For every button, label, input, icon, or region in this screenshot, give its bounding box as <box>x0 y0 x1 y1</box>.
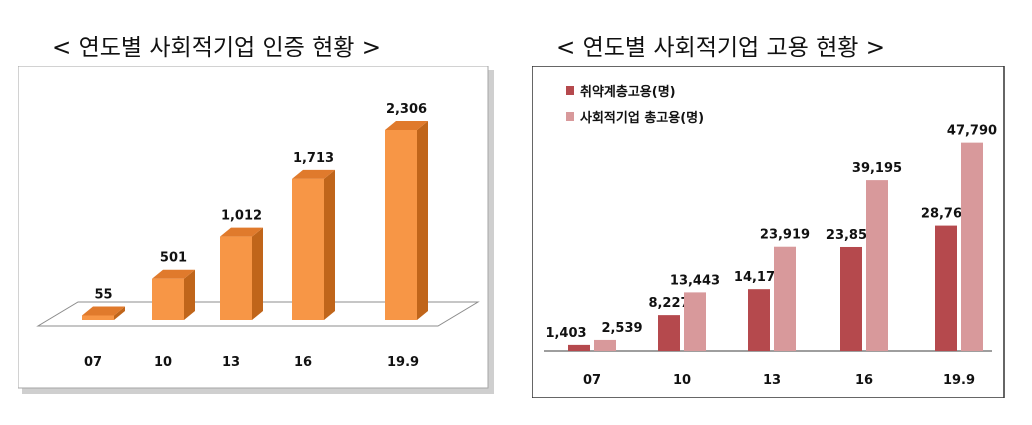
legend-label-2: 사회적기업 총고용(명) <box>580 110 704 126</box>
bar-top <box>385 120 428 130</box>
bar-side <box>324 169 335 320</box>
bar-top <box>292 169 335 179</box>
employment-chart: 취약계층고용(명) 사회적기업 총고용(명) 1,403 2,539 07 8,227 13… <box>531 65 1012 399</box>
data-label-13: 1,012 <box>221 209 262 224</box>
data-label-16: 1,713 <box>293 151 334 166</box>
data-label-s1-16: 23,858 <box>826 228 876 243</box>
bar-s1-13 <box>748 289 770 351</box>
bar-front <box>220 236 252 320</box>
legend-swatch-2 <box>566 112 574 121</box>
data-label-07: 55 <box>94 287 112 302</box>
x-tick-label-10: 10 <box>154 355 172 370</box>
bar-side <box>184 269 195 320</box>
bar-front <box>152 278 184 320</box>
certification-chart: 55 07 501 10 1,012 13 1,713 16 2,306 19.9 <box>17 65 498 398</box>
data-label-s2-19.9: 47,790 <box>947 124 997 139</box>
bar-07 <box>82 306 125 320</box>
bar-10 <box>152 269 195 320</box>
x-tick-label-13: 13 <box>222 355 240 370</box>
bar-front <box>82 315 114 320</box>
bar-s2-10 <box>684 292 706 351</box>
data-label-s2-10: 13,443 <box>670 273 720 288</box>
x-tick-label-07: 07 <box>84 355 102 370</box>
x-tick-label-19.9: 19.9 <box>387 355 419 370</box>
bar-s1-19.9 <box>935 225 957 351</box>
bar-s2-13 <box>774 246 796 351</box>
chart-title-certification: < 연도별 사회적기업 인증 현황 > <box>52 35 382 61</box>
x-tick-label-16: 16 <box>855 373 873 388</box>
x-tick-label-07: 07 <box>583 373 601 388</box>
bar-side <box>114 306 125 320</box>
bar-16 <box>292 169 335 320</box>
bar-front <box>292 178 324 320</box>
bar-s2-07 <box>594 339 616 351</box>
bar-front <box>385 129 417 320</box>
bar-19.9 <box>385 120 428 320</box>
data-label-19.9: 2,306 <box>386 102 427 117</box>
data-label-s2-16: 39,195 <box>852 161 902 176</box>
x-tick-label-13: 13 <box>763 373 781 388</box>
data-label-s1-19.9: 28,764 <box>921 207 971 222</box>
x-tick-label-19.9: 19.9 <box>943 373 975 388</box>
data-label-s2-07: 2,539 <box>601 321 642 336</box>
x-tick-label-10: 10 <box>673 373 691 388</box>
bar-13 <box>220 227 263 320</box>
bar-s2-16 <box>866 180 888 351</box>
bar-side <box>417 120 428 320</box>
data-label-10: 501 <box>160 251 187 266</box>
data-label-s1-10: 8,227 <box>648 296 689 311</box>
chart-title-employment: < 연도별 사회적기업 고용 현황 > <box>556 35 886 61</box>
bar-s1-07 <box>568 344 590 351</box>
legend-label-1: 취약계층고용(명) <box>580 84 676 100</box>
bar-top <box>82 306 125 316</box>
bar-top <box>152 269 195 279</box>
bar-s1-10 <box>658 315 680 351</box>
data-label-s1-13: 14,179 <box>734 270 784 285</box>
bar-s2-19.9 <box>961 142 983 351</box>
bar-s1-16 <box>840 246 862 351</box>
legend-swatch-1 <box>566 86 574 95</box>
x-tick-label-16: 16 <box>294 355 312 370</box>
bar-side <box>252 227 263 320</box>
data-label-s1-07: 1,403 <box>545 326 586 341</box>
data-label-s2-13: 23,919 <box>760 228 810 243</box>
bar-top <box>220 227 263 237</box>
